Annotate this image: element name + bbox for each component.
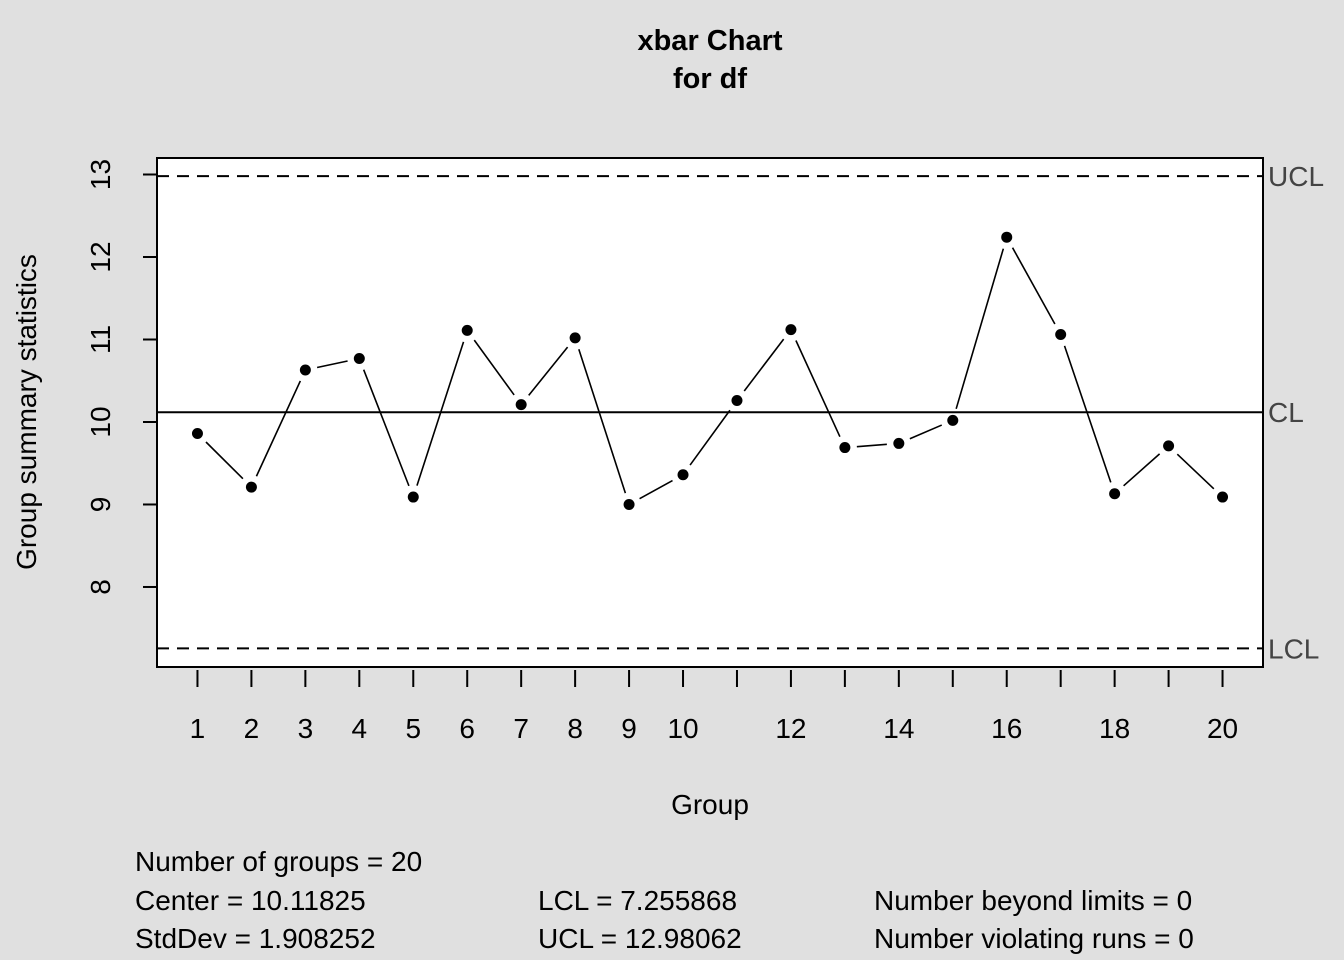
series-segment <box>362 369 410 487</box>
x-tick-label: 5 <box>405 713 421 744</box>
stat-number-of-groups: Number of groups = 20 <box>135 846 423 877</box>
series-segment <box>578 349 627 494</box>
chart-subtitle: for df <box>673 63 747 95</box>
series-segment <box>639 479 673 500</box>
stat-lcl: LCL = 7.255868 <box>538 885 738 916</box>
x-tick-label: 20 <box>1207 713 1238 744</box>
series-segment <box>316 360 348 369</box>
data-point <box>677 469 689 481</box>
plot-frame <box>156 157 1264 668</box>
y-tick-label: 9 <box>85 497 116 513</box>
cl-label: CL <box>1268 397 1304 428</box>
series-segment <box>909 424 943 440</box>
stat-center: Center = 10.11825 <box>135 885 366 916</box>
data-point <box>1163 440 1175 452</box>
x-tick-label: 12 <box>775 713 806 744</box>
x-tick-label: 10 <box>667 713 698 744</box>
x-tick-label: 3 <box>298 713 314 744</box>
x-tick-label: 2 <box>244 713 260 744</box>
y-tick-label: 11 <box>85 325 116 354</box>
stat-stddev: StdDev = 1.908252 <box>135 923 376 954</box>
series-segment <box>1123 453 1161 487</box>
data-point <box>353 352 365 364</box>
series-segment <box>1063 345 1112 483</box>
data-point <box>1055 329 1067 341</box>
series-segment <box>205 441 244 480</box>
y-axis: 8 9 10 11 12 13 <box>85 159 157 595</box>
data-point <box>461 324 473 336</box>
data-point <box>1109 488 1121 500</box>
data-point <box>623 498 635 510</box>
data-point <box>407 491 419 503</box>
x-axis: 1 2 3 4 5 6 7 8 9 10 12 14 16 18 20 <box>190 670 1238 744</box>
series-segment <box>743 338 785 392</box>
series-segment <box>473 339 515 396</box>
y-tick-label: 12 <box>85 241 116 272</box>
stat-beyond-limits: Number beyond limits = 0 <box>874 885 1193 916</box>
data-point <box>839 442 851 454</box>
data-point <box>245 481 257 493</box>
series-segment <box>528 346 569 396</box>
data-point <box>893 437 905 449</box>
stat-ucl: UCL = 12.98062 <box>538 923 742 954</box>
series-segment <box>1011 247 1056 325</box>
data-point <box>191 428 203 440</box>
x-tick-label: 16 <box>991 713 1022 744</box>
stat-violating-runs: Number violating runs = 0 <box>874 923 1194 954</box>
series-segment <box>1176 453 1215 490</box>
data-point <box>947 414 959 426</box>
data-point <box>299 364 311 376</box>
x-tick-label: 8 <box>567 713 583 744</box>
series-segment <box>856 443 887 448</box>
y-tick-label: 10 <box>85 406 116 437</box>
ucl-label: UCL <box>1268 161 1324 192</box>
data-point <box>515 399 527 411</box>
y-tick-label: 13 <box>85 159 116 190</box>
y-tick-label: 8 <box>85 579 116 595</box>
x-tick-label: 9 <box>621 713 637 744</box>
series-segment <box>416 341 465 486</box>
series-segment <box>689 409 731 466</box>
x-tick-label: 4 <box>352 713 368 744</box>
x-tick-label: 6 <box>459 713 475 744</box>
lcl-label: LCL <box>1268 633 1319 664</box>
x-tick-label: 18 <box>1099 713 1130 744</box>
data-point <box>731 395 743 407</box>
series-segment <box>955 248 1005 410</box>
series-segment <box>255 380 302 477</box>
data-point <box>569 332 581 344</box>
data-point <box>785 324 797 336</box>
data-point <box>1217 491 1229 503</box>
x-axis-label: Group <box>671 789 749 820</box>
x-tick-label: 7 <box>513 713 529 744</box>
data-point <box>1001 231 1013 243</box>
y-axis-label: Group summary statistics <box>11 254 42 570</box>
control-limit-lines: UCL CL LCL <box>157 161 1324 664</box>
chart-title: xbar Chart <box>637 25 782 57</box>
x-tick-label: 1 <box>190 713 206 744</box>
series-segment <box>795 340 841 437</box>
data-series <box>191 231 1229 510</box>
x-tick-label: 14 <box>883 713 914 744</box>
